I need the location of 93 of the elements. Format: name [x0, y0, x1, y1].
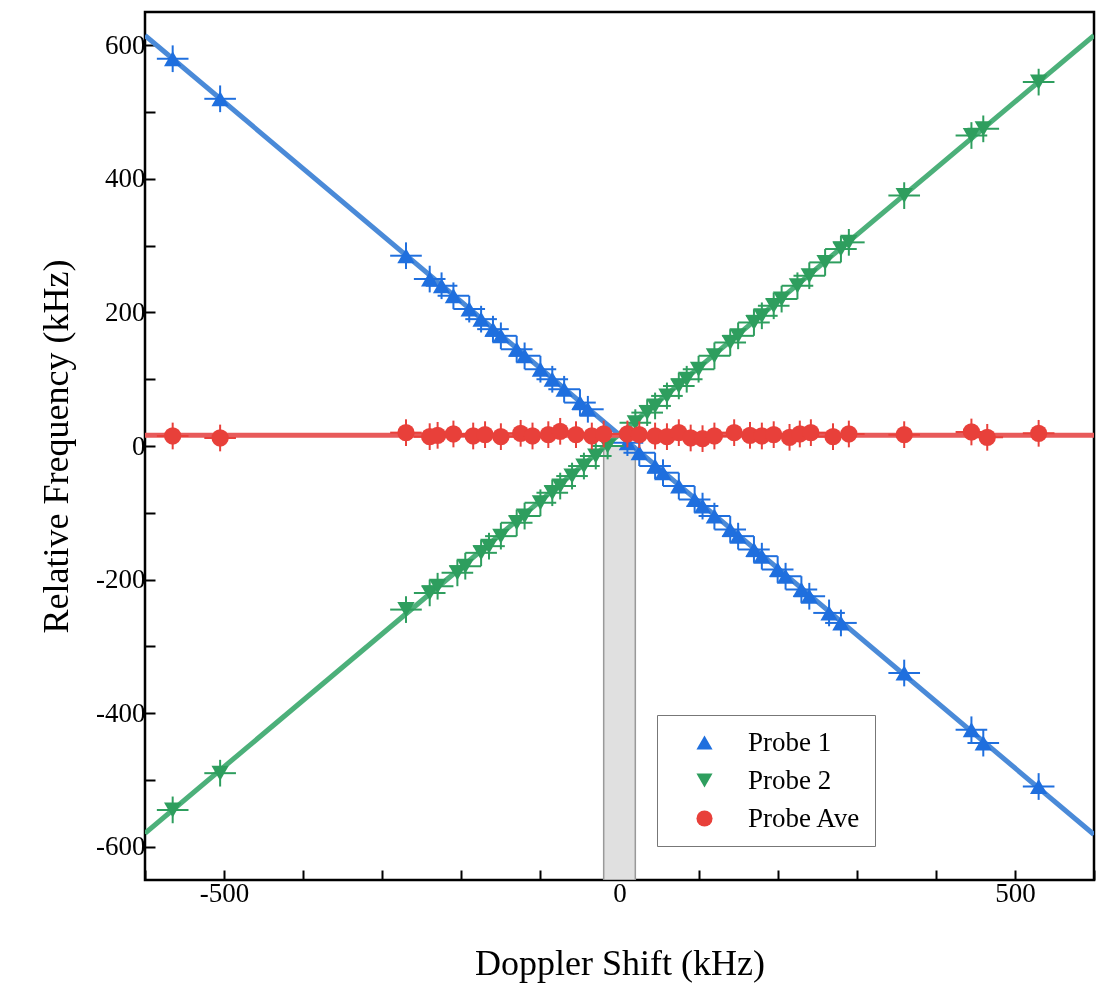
point — [840, 425, 858, 443]
point — [397, 248, 415, 264]
point — [428, 578, 447, 594]
point — [551, 478, 569, 494]
point — [460, 301, 478, 317]
point — [800, 268, 818, 284]
point — [832, 615, 850, 631]
point — [551, 422, 569, 440]
y-axis-title: Relative Frequency (kHz) — [36, 259, 77, 634]
point — [421, 271, 439, 287]
point — [164, 802, 182, 818]
point — [705, 348, 724, 364]
legend-label: Probe 2 — [748, 764, 832, 795]
point — [575, 458, 593, 474]
point — [579, 401, 597, 417]
point — [772, 291, 791, 307]
point — [567, 426, 585, 444]
point — [1029, 779, 1048, 795]
point — [705, 427, 724, 445]
point — [654, 465, 672, 481]
point — [962, 722, 981, 738]
point — [397, 424, 415, 442]
point — [1029, 74, 1048, 90]
point — [480, 538, 498, 554]
point — [824, 428, 842, 446]
point — [895, 188, 913, 204]
point — [895, 665, 913, 681]
point — [543, 371, 561, 387]
y-tick-label: 400 — [105, 163, 146, 194]
point — [693, 498, 712, 514]
point — [476, 426, 494, 444]
point — [802, 424, 820, 442]
point — [531, 361, 550, 377]
point — [164, 427, 182, 445]
point — [595, 425, 613, 443]
point — [974, 121, 992, 137]
x-tick-label: 500 — [995, 877, 1036, 908]
point — [753, 548, 771, 564]
point — [765, 426, 783, 444]
point — [630, 426, 648, 444]
point — [820, 605, 838, 621]
y-tick-label: -400 — [96, 697, 146, 728]
point — [895, 426, 913, 444]
point — [840, 234, 858, 250]
point — [788, 278, 807, 294]
point — [689, 361, 708, 377]
y-tick-label: -600 — [96, 831, 146, 862]
legend-label: Probe 1 — [748, 726, 832, 757]
point — [587, 448, 605, 464]
point — [725, 424, 743, 442]
point — [630, 445, 648, 461]
point — [658, 388, 676, 404]
point — [800, 588, 818, 604]
point — [211, 765, 229, 781]
point — [492, 428, 510, 446]
point — [753, 308, 771, 324]
point — [432, 278, 451, 294]
legend-label: Probe Ave — [748, 802, 860, 833]
point — [974, 735, 992, 751]
x-tick-label: -500 — [199, 877, 250, 908]
point — [492, 328, 510, 344]
point — [816, 254, 834, 270]
point — [978, 428, 996, 446]
x-axis-title: Doppler Shift (kHz) — [475, 942, 765, 983]
point — [492, 528, 510, 544]
point — [962, 423, 981, 441]
point — [555, 381, 573, 397]
point — [670, 478, 688, 494]
point — [164, 51, 182, 67]
point — [515, 508, 534, 524]
point — [646, 398, 664, 414]
point — [729, 528, 747, 544]
point — [678, 371, 696, 387]
point — [472, 311, 490, 327]
point — [211, 91, 229, 107]
point — [456, 558, 474, 574]
point — [563, 468, 581, 484]
point — [776, 568, 795, 584]
y-tick-label: -200 — [96, 564, 146, 595]
point — [705, 508, 724, 524]
point — [444, 425, 463, 443]
point — [444, 288, 463, 304]
point — [211, 429, 229, 447]
point — [523, 427, 542, 445]
point — [531, 495, 550, 511]
y-tick-label: 200 — [105, 296, 146, 327]
y-tick-label: 600 — [105, 29, 146, 60]
point — [729, 328, 747, 344]
point — [962, 128, 981, 144]
point — [1029, 424, 1048, 442]
x-tick-label: 0 — [613, 877, 627, 908]
y-tick-label: 0 — [132, 430, 146, 461]
point — [515, 348, 534, 364]
